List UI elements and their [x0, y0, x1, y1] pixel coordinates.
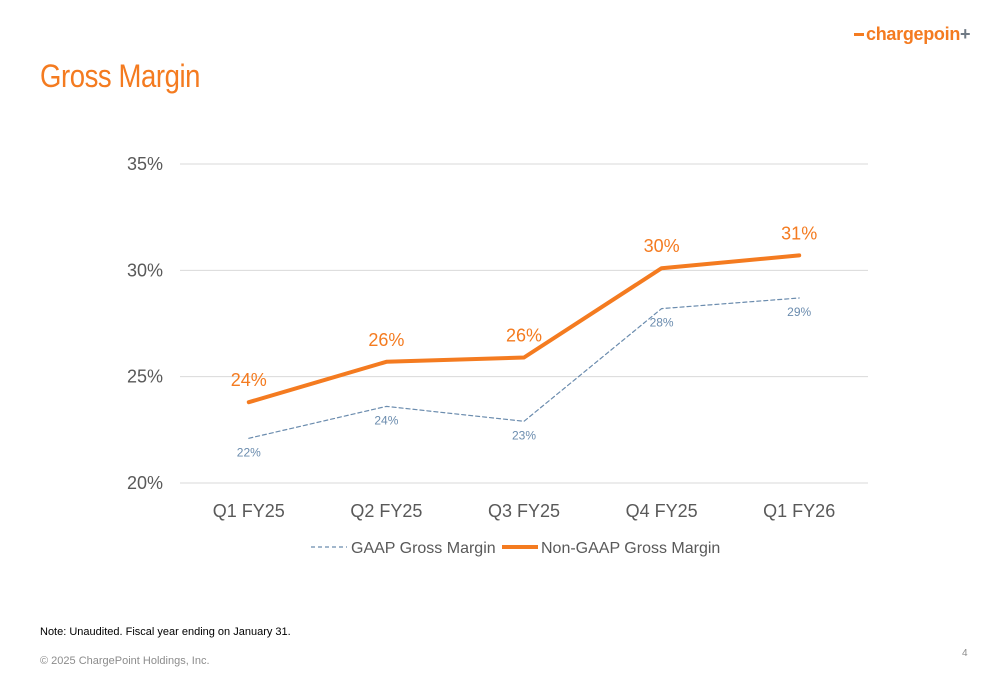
y-tick-label: 35% [127, 154, 163, 174]
x-tick-label: Q1 FY25 [213, 501, 285, 521]
logo-wordmark: chargepoin [866, 24, 961, 44]
x-tick-label: Q1 FY26 [763, 501, 835, 521]
gaap-data-label: 28% [650, 316, 674, 330]
x-tick-label: Q4 FY25 [626, 501, 698, 521]
non-gaap-data-label: 26% [368, 330, 404, 350]
gross-margin-chart: 20% 25% 30% 35% Q1 FY25 Q2 FY25 Q3 FY25 Q4 FY25… [127, 154, 868, 557]
gaap-data-label: 23% [512, 428, 536, 442]
non-gaap-series-line [246, 253, 802, 405]
non-gaap-data-label: 31% [781, 223, 817, 243]
gaap-data-label: 24% [374, 413, 398, 427]
non-gaap-data-label: 30% [644, 236, 680, 256]
x-tick-label: Q2 FY25 [350, 501, 422, 521]
gaap-data-label: 29% [787, 305, 811, 319]
copyright: © 2025 ChargePoint Holdings, Inc. [40, 655, 210, 667]
footnote: Note: Unaudited. Fiscal year ending on J… [40, 626, 291, 638]
logo-dash-icon [854, 33, 864, 36]
legend-label-non-gaap: Non-GAAP Gross Margin [541, 540, 720, 557]
page-title: Gross Margin [40, 58, 201, 94]
y-tick-label: 25% [127, 367, 163, 387]
gaap-data-label: 22% [237, 445, 261, 459]
gaap-series-line [248, 297, 800, 439]
logo-plus: + [960, 24, 971, 44]
page-number: 4 [962, 648, 968, 659]
non-gaap-data-label: 24% [231, 370, 267, 390]
y-tick-label: 20% [127, 473, 163, 493]
non-gaap-data-label: 26% [506, 326, 542, 346]
x-tick-label: Q3 FY25 [488, 501, 560, 521]
chargepoint-logo: chargepoin + [854, 24, 971, 45]
y-tick-label: 30% [127, 260, 163, 280]
legend-label-gaap: GAAP Gross Margin [351, 540, 496, 557]
